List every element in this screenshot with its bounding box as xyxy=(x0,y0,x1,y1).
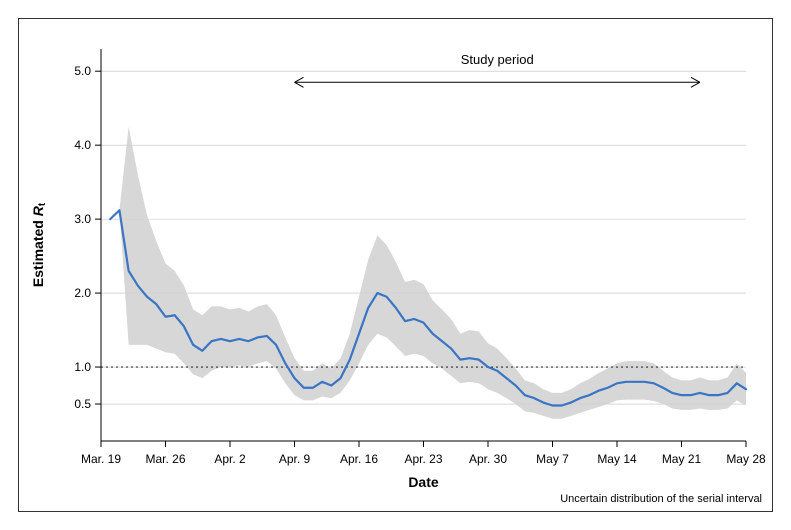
x-tick-label: Apr. 16 xyxy=(340,452,378,466)
chart-footnote: Uncertain distribution of the serial int… xyxy=(560,493,762,505)
x-tick-label: May 14 xyxy=(597,452,637,466)
x-tick-label: Apr. 9 xyxy=(279,452,311,466)
y-tick-label: 5.0 xyxy=(74,64,91,78)
x-tick-label: Apr. 23 xyxy=(404,452,442,466)
x-tick-label: May 7 xyxy=(536,452,569,466)
rt-line-chart: Mar. 19 Mar. 26 Apr. 2 Apr. 9 Apr. 16 Apr. 23… xyxy=(19,19,774,513)
x-tick-label: Mar. 26 xyxy=(145,452,185,466)
y-tick-label: 4.0 xyxy=(74,138,91,152)
x-tick-label: Mar. 19 xyxy=(81,452,121,466)
x-tick-label: Apr. 30 xyxy=(469,452,507,466)
x-tick-label: Apr. 2 xyxy=(214,452,246,466)
y-tick-label: 3.0 xyxy=(74,212,91,226)
y-tick-label: 2.0 xyxy=(74,286,91,300)
x-tick-label: May 21 xyxy=(662,452,702,466)
figure-border: Mar. 19 Mar. 26 Apr. 2 Apr. 9 Apr. 16 Apr. 23… xyxy=(18,18,773,512)
study-period-label: Study period xyxy=(461,52,534,67)
figure-outer-frame: Mar. 19 Mar. 26 Apr. 2 Apr. 9 Apr. 16 Apr. 23… xyxy=(0,0,791,530)
x-axis-label: Date xyxy=(408,474,439,490)
y-tick-label: 0.5 xyxy=(74,397,91,411)
y-tick-label: 1.0 xyxy=(74,360,91,374)
x-tick-label: May 28 xyxy=(726,452,766,466)
y-axis-label: Estimated Rt xyxy=(30,202,48,287)
